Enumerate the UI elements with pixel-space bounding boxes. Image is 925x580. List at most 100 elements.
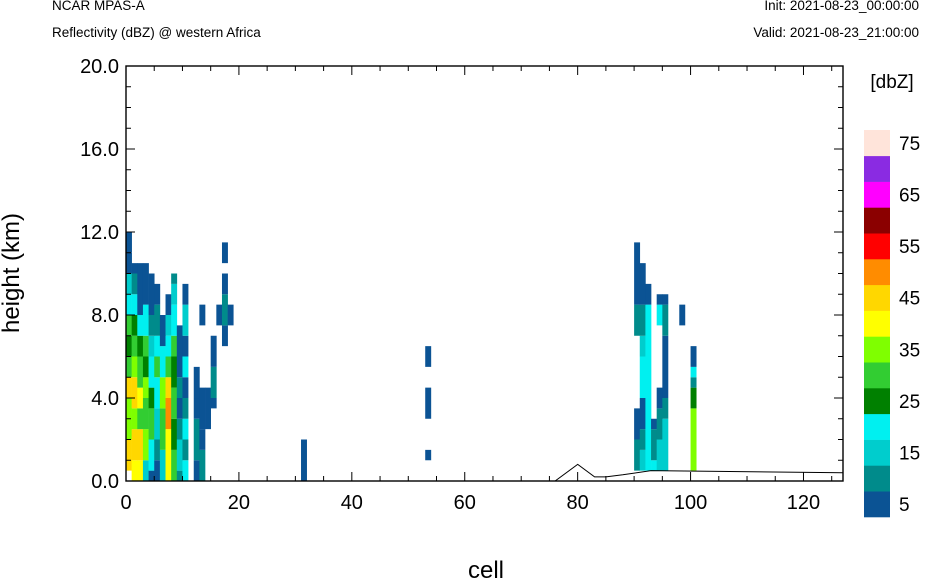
- x-tick-label: 80: [567, 492, 589, 514]
- reflectivity-cell: [639, 429, 646, 450]
- reflectivity-cell: [193, 418, 200, 461]
- reflectivity-cell: [165, 294, 172, 315]
- reflectivity-cell: [126, 356, 132, 378]
- colorbar-label: 65: [899, 186, 920, 207]
- reflectivity-cell: [651, 418, 657, 430]
- reflectivity-cell: [662, 335, 669, 398]
- y-tick-label: 0.0: [91, 471, 119, 493]
- x-tick-label: 100: [674, 492, 707, 514]
- reflectivity-cell: [182, 460, 189, 481]
- reflectivity-cell: [182, 304, 189, 336]
- reflectivity-cell: [662, 294, 669, 305]
- reflectivity-cell: [148, 470, 155, 482]
- reflectivity-cell: [690, 387, 697, 409]
- reflectivity-cell: [182, 377, 189, 398]
- reflectivity-cell: [656, 387, 663, 409]
- reflectivity-cell: [154, 377, 161, 409]
- reflectivity-cell: [142, 398, 149, 430]
- colorbar-label: 45: [899, 289, 920, 310]
- reflectivity-cell: [142, 460, 149, 481]
- reflectivity-cell: [639, 263, 646, 305]
- y-tick-label: 4.0: [91, 388, 119, 410]
- reflectivity-cell: [148, 387, 155, 409]
- reflectivity-cell: [425, 449, 432, 461]
- reflectivity-cell: [131, 429, 138, 461]
- colorbar-label: 55: [899, 237, 920, 258]
- reflectivity-cell: [199, 429, 206, 450]
- reflectivity-cell: [176, 439, 183, 471]
- reflectivity-cell: [176, 325, 183, 378]
- reflectivity-cell: [221, 294, 228, 326]
- reflectivity-cell: [216, 304, 223, 326]
- reflectivity-cell: [634, 439, 641, 471]
- reflectivity-cell: [221, 242, 228, 264]
- reflectivity-cell: [131, 273, 138, 295]
- reflectivity-cell: [210, 335, 217, 367]
- reflectivity-cell: [656, 294, 663, 305]
- reflectivity-cell: [171, 356, 178, 388]
- reflectivity-cell: [171, 387, 178, 419]
- reflectivity-cell: [137, 315, 144, 336]
- reflectivity-cell: [639, 304, 646, 336]
- reflectivity-cell: [142, 263, 149, 305]
- reflectivity-cell: [159, 408, 166, 450]
- reflectivity-cell: [182, 335, 189, 357]
- reflectivity-cell: [690, 377, 697, 388]
- reflectivity-cell: [193, 398, 200, 419]
- reflectivity-cell: [126, 232, 132, 253]
- reflectivity-cell: [159, 377, 166, 409]
- reflectivity-cell: [690, 366, 697, 378]
- reflectivity-cell: [126, 439, 132, 471]
- colorbar-swatch: [864, 362, 890, 389]
- reflectivity-cell: [176, 398, 183, 419]
- reflectivity-cell: [165, 429, 172, 482]
- reflectivity-cell: [131, 408, 138, 430]
- reflectivity-cell: [656, 439, 663, 471]
- reflectivity-cell: [137, 429, 144, 461]
- reflectivity-cell: [656, 304, 663, 326]
- reflectivity-cell: [126, 273, 132, 295]
- reflectivity-cell: [182, 356, 189, 378]
- reflectivity-cell: [171, 418, 178, 450]
- plot-axes: [125, 65, 844, 482]
- y-tick-label: 12.0: [80, 222, 119, 244]
- reflectivity-cell: [154, 408, 161, 440]
- valid-time: Valid: 2021-08-23_21:00:00: [753, 25, 919, 40]
- reflectivity-cell: [227, 304, 234, 326]
- x-tick-label: 120: [787, 492, 820, 514]
- colorbar-swatch: [864, 155, 890, 182]
- reflectivity-cell: [131, 460, 138, 481]
- colorbar-swatch: [864, 336, 890, 363]
- reflectivity-cell: [154, 335, 161, 357]
- field-title: Reflectivity (dBZ) @ western Africa: [52, 25, 261, 40]
- reflectivity-cell: [199, 387, 206, 430]
- colorbar-label: 35: [899, 340, 920, 361]
- reflectivity-cell: [210, 398, 217, 409]
- colorbar-label: 25: [899, 392, 920, 413]
- colorbar-label: 75: [899, 134, 920, 155]
- reflectivity-cell: [205, 387, 211, 430]
- reflectivity-cell: [137, 356, 144, 388]
- colorbar-title: [dbZ]: [870, 72, 913, 93]
- reflectivity-cell: [165, 335, 172, 357]
- y-tick-label: 16.0: [80, 139, 119, 161]
- reflectivity-cell: [142, 377, 149, 398]
- x-tick-label: 20: [228, 492, 250, 514]
- x-axis-ticks: 0 20 40 60 80 100 120: [120, 66, 833, 514]
- reflectivity-cell: [154, 460, 161, 481]
- reflectivity-cell: [131, 315, 138, 336]
- reflectivity-cell: [137, 263, 144, 316]
- reflectivity-cell: [690, 408, 697, 471]
- reflectivity-cell: [148, 408, 155, 440]
- reflectivity-cell: [662, 418, 669, 471]
- reflectivity-cell: [171, 273, 178, 284]
- colorbar-label: 5: [899, 495, 910, 516]
- reflectivity-cell: [137, 408, 144, 430]
- colorbar-swatch: [864, 388, 890, 415]
- model-name: NCAR MPAS-A: [52, 0, 145, 13]
- colorbar-label: 15: [899, 444, 920, 465]
- reflectivity-cell: [159, 315, 166, 347]
- reflectivity-cell: [182, 283, 189, 305]
- reflectivity-cell: [656, 408, 663, 440]
